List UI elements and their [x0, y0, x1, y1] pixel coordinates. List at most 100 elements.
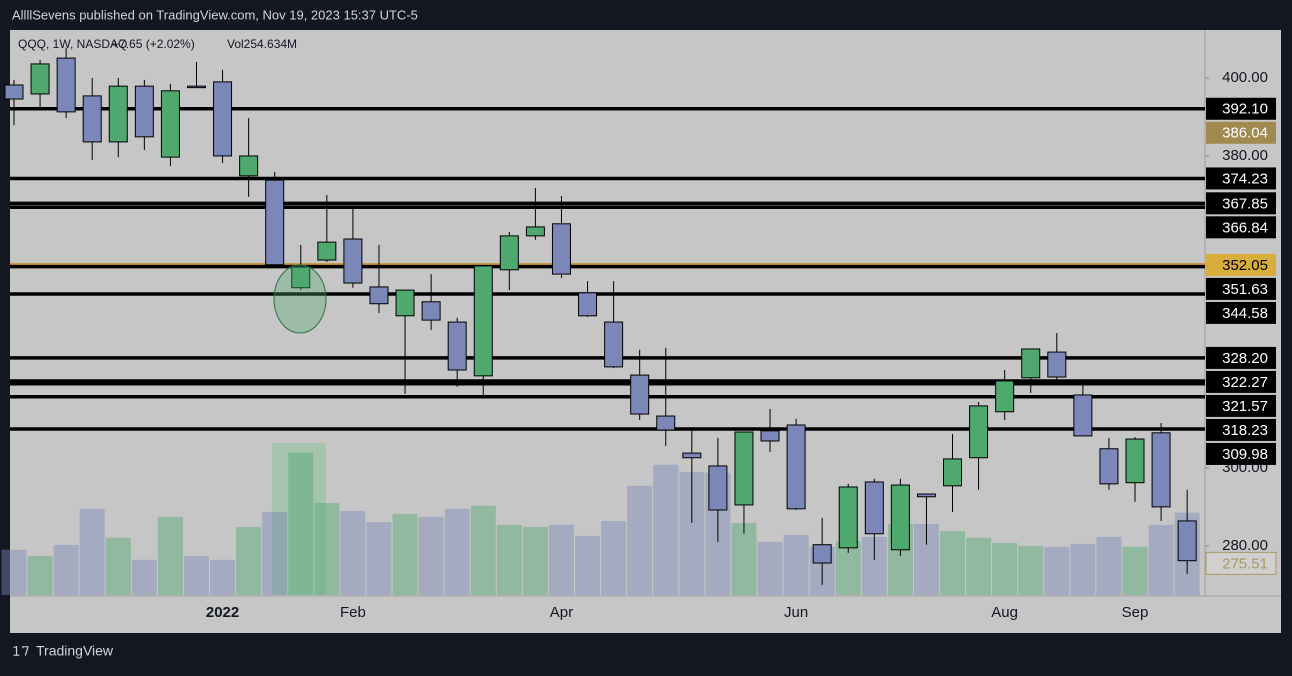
price-label: 392.10	[1222, 101, 1268, 118]
volume-label: Vol254.634M	[227, 37, 297, 51]
volume-bar	[1018, 545, 1044, 595]
price-label: 309.98	[1222, 446, 1268, 463]
candle-body	[864, 481, 884, 535]
candle-body	[447, 321, 467, 371]
candle-body	[1099, 448, 1119, 485]
volume-bar	[601, 521, 627, 595]
price-label: 352.05	[1222, 257, 1268, 274]
candle-body	[265, 179, 285, 266]
volume-bar	[575, 535, 601, 595]
candle-body	[630, 374, 650, 415]
y-tick-label: 280.00	[1222, 537, 1268, 554]
candle-body	[343, 238, 363, 284]
candle-body	[473, 265, 493, 377]
volume-bar	[548, 524, 574, 595]
candle-body	[1021, 348, 1041, 379]
volume-bar	[79, 508, 105, 595]
volume-bar	[444, 508, 470, 595]
candle-body	[1125, 438, 1145, 484]
price-label-box	[1206, 346, 1276, 369]
candle-body	[239, 155, 259, 177]
price-label-box	[1206, 442, 1276, 465]
candle-body	[1047, 351, 1067, 378]
volume-bar	[1122, 546, 1148, 595]
candle-body	[317, 241, 337, 261]
volume-bar	[157, 516, 183, 595]
volume-bar	[992, 542, 1018, 595]
candle-body	[969, 405, 989, 459]
price-label-box	[1206, 253, 1276, 276]
price-label: 275.51	[1222, 555, 1268, 572]
volume-bar	[940, 531, 966, 595]
candle-body	[291, 266, 311, 289]
volume-bar	[1148, 524, 1174, 595]
candle-body	[82, 95, 102, 143]
candle-body	[186, 85, 206, 89]
candle-body	[395, 289, 415, 317]
candle-body	[812, 544, 832, 564]
candle-body	[838, 486, 858, 549]
price-label-box	[1206, 370, 1276, 393]
candle-body	[734, 431, 754, 506]
volume-bar	[131, 559, 157, 595]
volume-bar	[366, 522, 392, 595]
x-tick-label: Jun	[784, 604, 808, 621]
candle-layer	[4, 47, 1197, 585]
y-tick-label: 400.00	[1222, 69, 1268, 86]
price-label-box	[1205, 551, 1277, 575]
y-tick-label: 380.00	[1222, 147, 1268, 164]
x-tick-label: Sep	[1122, 604, 1149, 621]
price-label: 328.20	[1222, 350, 1268, 367]
header-text: AllllSevens published on TradingView.com…	[12, 7, 418, 22]
candle-body	[1151, 432, 1171, 508]
candle-body	[160, 90, 180, 158]
symbol: QQQ, 1W, NASDAQ	[18, 37, 127, 51]
volume-bar	[653, 464, 679, 595]
axis-layer: 2022 Feb Apr Jun Aug Sep400.00380.00300.00280…	[206, 69, 1277, 621]
price-label-box	[1206, 301, 1276, 324]
candle-body	[708, 465, 728, 511]
volume-bar	[183, 555, 209, 595]
volume-bar	[757, 542, 783, 595]
candle-body	[56, 57, 76, 113]
candle-body	[134, 85, 154, 138]
candle-body	[578, 292, 598, 317]
volume-bar	[731, 522, 757, 595]
price-label: 366.84	[1222, 219, 1268, 236]
volume-bar	[470, 505, 496, 595]
candle-body	[656, 415, 676, 431]
volume-bar	[1070, 543, 1096, 595]
price-label-box	[1206, 277, 1276, 300]
logo-mark: 𝟷𝟽	[12, 643, 30, 659]
volume-bar	[210, 559, 236, 595]
volume-bar	[53, 544, 79, 595]
price-label: 318.23	[1222, 422, 1268, 439]
price-label-box	[1206, 216, 1276, 239]
price-label-box	[1206, 192, 1276, 215]
volume-bar	[27, 555, 53, 595]
volume-bar	[783, 534, 809, 595]
candle-body	[525, 226, 545, 237]
price-label: 322.27	[1222, 374, 1268, 391]
candle-body	[943, 458, 963, 487]
price-label-box	[1206, 394, 1276, 417]
price-label: 321.57	[1222, 398, 1268, 415]
candle-body	[916, 493, 936, 498]
x-tick-label: 2022	[206, 604, 239, 621]
change: +7.65 (+2.02%)	[112, 37, 195, 51]
price-label: 367.85	[1222, 195, 1268, 212]
candle-body	[213, 81, 233, 157]
x-tick-label: Apr	[550, 604, 573, 621]
volume-bar	[627, 485, 653, 595]
volume-bar	[1096, 536, 1122, 595]
price-label: 351.63	[1222, 281, 1268, 298]
volume-layer	[1, 452, 1200, 595]
candle-body	[890, 484, 910, 551]
candle-body	[30, 63, 50, 95]
volume-bar	[392, 513, 418, 595]
volume-highlight	[272, 443, 326, 595]
level-layer	[10, 107, 1205, 431]
volume-bar	[340, 511, 366, 595]
price-label: 374.23	[1222, 170, 1268, 187]
volume-bar	[418, 516, 444, 595]
